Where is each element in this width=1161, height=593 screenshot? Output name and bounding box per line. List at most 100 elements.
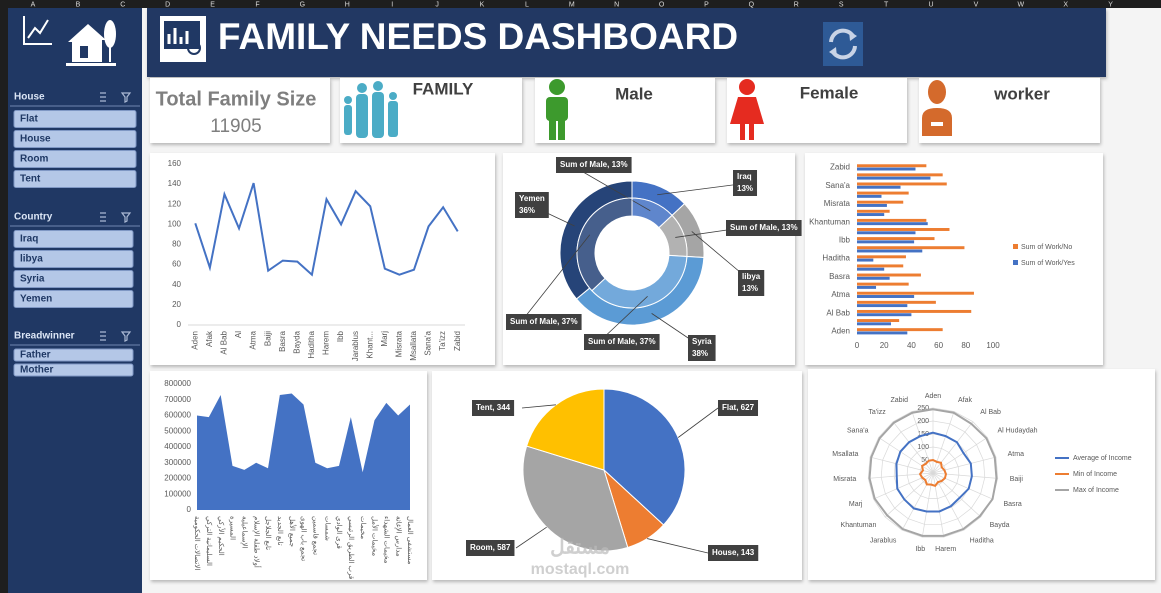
y-tick-label: 160 <box>168 159 182 168</box>
x-tick-label: الاتصالات الحكومية <box>193 516 201 570</box>
bar <box>857 285 877 289</box>
x-tick-label: Ta'izz <box>438 331 447 351</box>
r-tick-label: 250 <box>917 405 929 412</box>
bar <box>857 218 927 222</box>
column-header: P <box>704 1 709 8</box>
card-label: FAMILY <box>413 79 474 98</box>
data-label-box <box>726 220 802 236</box>
bar <box>857 267 885 271</box>
y-tick-label: Khantuman <box>809 217 850 226</box>
legend-label: Average of Income <box>1073 455 1132 462</box>
column-header: B <box>76 1 81 8</box>
watermark: mostaql.com <box>531 561 630 578</box>
slicer-item-label[interactable]: libya <box>20 254 43 265</box>
y-tick-label: Ibb <box>839 236 851 245</box>
bar <box>857 264 904 268</box>
data-label-category: Syria <box>692 337 712 346</box>
bar <box>857 328 943 332</box>
y-tick-label: 200000 <box>164 474 191 483</box>
bar <box>857 304 908 308</box>
category-label: Harem <box>935 546 956 553</box>
column-header: E <box>210 1 215 8</box>
x-tick-label: الحكيم الأركي <box>217 516 227 556</box>
bar <box>857 200 904 204</box>
slicer-item-label[interactable]: Room <box>20 154 48 165</box>
bar <box>857 319 900 323</box>
x-tick-label: Afak <box>205 330 214 347</box>
slicer-item[interactable] <box>13 348 134 362</box>
category-label: Al Hudaydah <box>997 428 1037 435</box>
x-tick-label: تجمع قاسمين <box>311 516 319 555</box>
line-series <box>194 182 459 277</box>
column-header: W <box>1017 1 1024 8</box>
slicer-item[interactable] <box>13 150 137 168</box>
slicer-item[interactable] <box>13 290 134 308</box>
area-series <box>197 393 410 510</box>
category-label: Marj <box>849 501 863 508</box>
sidebar-house-icon <box>66 20 116 66</box>
slicer-item[interactable] <box>13 363 134 377</box>
data-label-box <box>718 400 759 416</box>
x-tick-label: 40 <box>907 341 916 350</box>
y-tick-label: Aden <box>831 327 850 336</box>
bar <box>857 258 874 262</box>
column-header: J <box>435 1 439 8</box>
y-tick-label: 60 <box>172 260 181 269</box>
dashboard-title: FAMILY NEEDS DASHBOARD <box>218 16 738 57</box>
slicer-icon <box>100 92 132 103</box>
spoke <box>932 472 993 500</box>
y-tick-label: Atma <box>831 290 850 299</box>
slicer-item[interactable] <box>13 110 137 128</box>
column-header: G <box>300 1 305 8</box>
slicer-item-label[interactable]: Tent <box>20 174 41 185</box>
grid-ring <box>906 446 960 499</box>
data-label-box <box>515 192 549 218</box>
bar <box>857 176 931 180</box>
column-header: Y <box>1108 1 1113 8</box>
x-tick-label: السليمانية التركي <box>205 516 213 566</box>
slicer-item-label[interactable]: Yemen <box>20 294 52 305</box>
slicer-item-label[interactable]: Father <box>20 350 51 361</box>
y-tick-label: 40 <box>172 280 181 289</box>
refresh-button[interactable] <box>823 22 863 66</box>
bar <box>857 246 965 250</box>
slicer-item-label[interactable]: House <box>20 134 51 145</box>
x-tick-label: Atma <box>249 330 258 349</box>
column-header: X <box>1063 1 1068 8</box>
leader-line <box>515 526 547 549</box>
data-label: Flat, 627 <box>722 403 755 412</box>
leader-line <box>521 404 556 409</box>
card-value: 11905 <box>210 116 261 137</box>
y-tick-label: 100000 <box>164 489 191 498</box>
bar <box>857 222 928 226</box>
category-label: Misrata <box>833 476 856 483</box>
category-label: Basra <box>1004 501 1022 508</box>
slicer-item[interactable] <box>13 250 134 268</box>
slicer-item[interactable] <box>13 170 137 188</box>
x-tick-label: Bayda <box>292 330 301 353</box>
slicer-item[interactable] <box>13 230 134 248</box>
slicer-item-label[interactable]: Iraq <box>20 234 38 245</box>
slicer-item[interactable] <box>13 130 137 148</box>
slicer-item[interactable] <box>13 270 134 288</box>
slicer-title: Country <box>14 212 53 223</box>
slicer-item-label[interactable]: Syria <box>20 274 45 285</box>
column-header: K <box>480 1 485 8</box>
slicer-item-label[interactable]: Mother <box>20 365 53 376</box>
slicer-item-label[interactable]: Flat <box>20 114 38 125</box>
bar <box>857 164 927 168</box>
y-tick-label: 0 <box>177 320 182 329</box>
spoke <box>911 411 934 474</box>
y-tick-label: 300000 <box>164 458 191 467</box>
x-tick-label: 80 <box>961 341 970 350</box>
category-label: Sana'a <box>847 428 869 435</box>
column-header: F <box>255 1 259 8</box>
slicer-icon <box>100 212 132 223</box>
pie-slice <box>525 388 605 471</box>
legend-label: Max of Income <box>1073 487 1119 494</box>
bar <box>857 291 974 295</box>
bar <box>857 240 915 244</box>
data-label-box <box>708 545 759 561</box>
r-tick-label: 50 <box>921 457 929 464</box>
x-tick-label: Harem <box>322 331 331 355</box>
